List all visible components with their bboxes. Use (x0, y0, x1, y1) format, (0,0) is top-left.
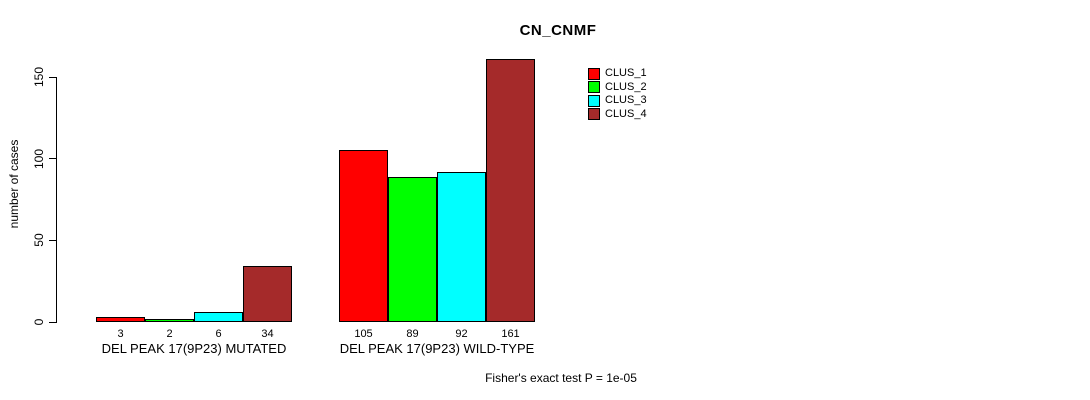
bar-value-label: 89 (406, 328, 419, 340)
legend-label: CLUS_4 (605, 107, 647, 120)
x-axis-group-label-mutated: DEL PEAK 17(9P23) MUTATED (101, 341, 287, 356)
bar-clus_2-group2 (388, 177, 437, 322)
legend-swatch-clus_3 (588, 94, 600, 107)
y-axis-tick (49, 239, 56, 241)
bar-clus_2-group1 (145, 319, 194, 322)
bar-clus_1-group2 (339, 150, 388, 322)
x-axis-group-label-wild-type: DEL PEAK 17(9P23) WILD-TYPE (339, 341, 535, 356)
chart-title: CN_CNMF (519, 22, 597, 39)
bar-value-label: 3 (117, 328, 124, 340)
bar-clus_3-group1 (194, 312, 243, 322)
bar-value-label: 161 (501, 328, 520, 340)
legend-swatch-clus_2 (588, 81, 600, 94)
legend-label: CLUS_1 (605, 67, 647, 80)
y-axis-label: number of cases (7, 139, 21, 229)
bar-value-label: 105 (354, 328, 373, 340)
y-axis-tick (49, 321, 56, 323)
legend-label: CLUS_3 (605, 94, 647, 107)
bar-value-label: 2 (166, 328, 173, 340)
legend-row: CLUS_1 (588, 67, 647, 81)
y-axis-tick-label: 0 (32, 318, 46, 326)
legend-row: CLUS_2 (588, 81, 647, 95)
legend-row: CLUS_4 (588, 108, 647, 122)
bar-clus_3-group2 (437, 172, 486, 322)
legend-row: CLUS_3 (588, 94, 647, 108)
bar-clus_4-group2 (486, 59, 535, 322)
y-axis-tick-label: 50 (32, 233, 46, 248)
legend-label: CLUS_2 (605, 80, 647, 93)
bar-value-label: 6 (215, 328, 222, 340)
bar-clus_4-group1 (243, 266, 292, 322)
legend-swatch-clus_1 (588, 67, 600, 80)
y-axis-tick-label: 150 (32, 66, 46, 88)
bar-clus_1-group1 (96, 317, 145, 322)
legend-swatch-clus_4 (588, 108, 600, 121)
legend: CLUS_1 CLUS_2 CLUS_3 CLUS_4 (588, 67, 647, 121)
fisher-test-annotation: Fisher's exact test P = 1e-05 (485, 371, 637, 385)
bar-value-label: 92 (455, 328, 468, 340)
bar-value-label: 34 (261, 328, 274, 340)
y-axis-tick-label: 100 (32, 148, 46, 169)
y-axis-tick (49, 76, 56, 78)
y-axis-tick (49, 158, 56, 160)
y-axis-line (56, 77, 57, 323)
